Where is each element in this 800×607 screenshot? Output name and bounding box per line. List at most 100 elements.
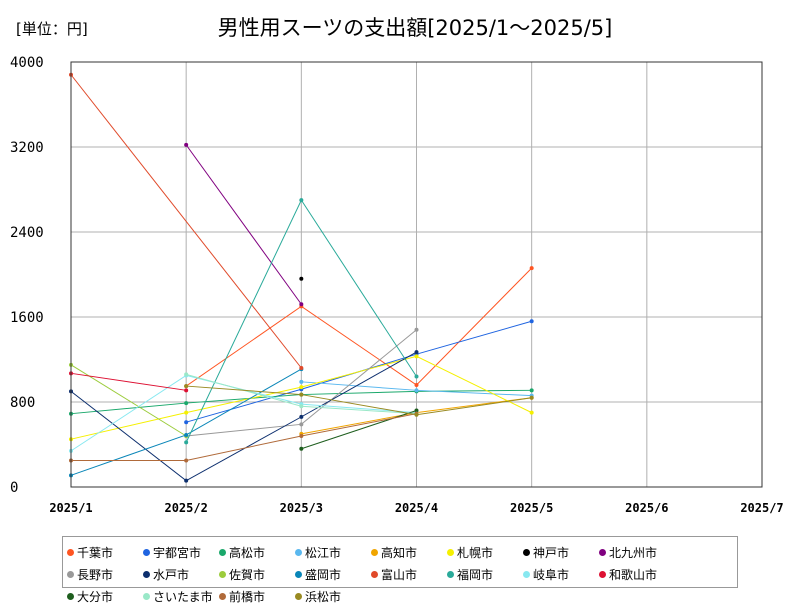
legend-item: 長野市 bbox=[67, 563, 143, 585]
legend-label: 札幌市 bbox=[457, 545, 494, 560]
legend-marker bbox=[599, 548, 606, 556]
series-layer bbox=[69, 72, 534, 483]
legend-marker bbox=[371, 570, 378, 578]
series-line bbox=[301, 410, 417, 450]
data-point bbox=[529, 266, 534, 271]
data-point bbox=[184, 401, 189, 406]
legend-label: 宇都宮市 bbox=[153, 545, 202, 560]
legend-label: 高松市 bbox=[229, 545, 266, 560]
data-point bbox=[299, 366, 304, 370]
legend-marker bbox=[447, 548, 454, 556]
legend-marker bbox=[371, 548, 378, 556]
series-line bbox=[186, 385, 532, 416]
legend-item: 神戸市 bbox=[523, 541, 599, 563]
legend-marker bbox=[219, 548, 226, 556]
y-tick-label: 0 bbox=[10, 480, 18, 496]
data-point bbox=[529, 410, 534, 415]
legend-label: 千葉市 bbox=[77, 545, 114, 560]
series-line bbox=[185, 267, 533, 387]
legend-marker bbox=[67, 548, 74, 556]
legend-label: 佐賀市 bbox=[229, 567, 266, 582]
data-point bbox=[184, 384, 189, 389]
legend-item: 富山市 bbox=[371, 563, 447, 585]
legend-marker bbox=[219, 570, 226, 578]
legend-marker bbox=[67, 592, 74, 600]
x-tick-label: 2025/4 bbox=[395, 501, 438, 515]
legend-item: 岐阜市 bbox=[523, 563, 599, 585]
y-tick-label: 3200 bbox=[10, 140, 44, 156]
data-point bbox=[529, 388, 534, 393]
data-point bbox=[184, 432, 189, 437]
legend-item: 千葉市 bbox=[67, 541, 143, 563]
legend-item: 浜松市 bbox=[295, 585, 371, 607]
x-tick-label: 2025/6 bbox=[625, 501, 668, 515]
legend-label: 北九州市 bbox=[609, 545, 658, 560]
legend-label: 福岡市 bbox=[457, 567, 494, 582]
data-point bbox=[299, 385, 304, 390]
legend-item: 札幌市 bbox=[447, 541, 523, 563]
legend-marker bbox=[67, 570, 74, 578]
legend-item: 宇都宮市 bbox=[143, 541, 219, 563]
line-chart: 0 800 1600 2400 3200 4000 2025/1 2025/2 2025/3 20… bbox=[10, 55, 784, 515]
data-point bbox=[414, 408, 419, 413]
legend-item: 佐賀市 bbox=[219, 563, 295, 585]
data-point bbox=[299, 379, 304, 384]
legend-item: 和歌山市 bbox=[599, 563, 675, 585]
legend-marker bbox=[523, 570, 530, 578]
legend-marker bbox=[523, 548, 530, 556]
y-tick-label: 2400 bbox=[10, 225, 44, 241]
legend-item: 前橋市 bbox=[219, 585, 295, 607]
legend-label: 和歌山市 bbox=[609, 567, 658, 582]
legend-label: さいたま市 bbox=[153, 589, 213, 604]
legend-item: 福岡市 bbox=[447, 563, 523, 585]
legend-label: 富山市 bbox=[381, 567, 418, 582]
y-tick-label: 800 bbox=[10, 395, 35, 411]
grid-layer bbox=[70, 61, 763, 488]
y-tick-label: 1600 bbox=[10, 310, 44, 326]
series-line bbox=[70, 364, 187, 437]
legend-item: 盛岡市 bbox=[295, 563, 371, 585]
data-point bbox=[414, 412, 419, 417]
axis-layer: 0 800 1600 2400 3200 4000 2025/1 2025/2 2025/3 20… bbox=[10, 55, 784, 515]
legend-item: 高松市 bbox=[219, 541, 295, 563]
legend-marker bbox=[219, 592, 226, 600]
data-point bbox=[414, 350, 419, 355]
x-tick-label: 2025/1 bbox=[49, 501, 92, 515]
series-line bbox=[70, 74, 302, 369]
series-line bbox=[185, 144, 302, 305]
legend-label: 高知市 bbox=[381, 545, 418, 560]
legend-label: 神戸市 bbox=[533, 545, 570, 560]
data-point bbox=[299, 302, 304, 307]
legend-marker bbox=[143, 548, 150, 556]
data-point bbox=[184, 372, 189, 377]
data-point bbox=[184, 420, 189, 425]
x-tick-label: 2025/2 bbox=[164, 501, 207, 515]
data-point bbox=[414, 374, 419, 379]
legend-label: 盛岡市 bbox=[305, 567, 342, 582]
legend-item: 水戸市 bbox=[143, 563, 219, 585]
legend-item: 松江市 bbox=[295, 541, 371, 563]
data-point bbox=[299, 414, 304, 419]
x-tick-label: 2025/7 bbox=[740, 501, 783, 515]
legend-label: 前橋市 bbox=[229, 589, 266, 604]
legend-item: さいたま市 bbox=[143, 585, 219, 607]
data-point bbox=[414, 388, 419, 393]
legend-item: 高知市 bbox=[371, 541, 447, 563]
legend-item: 北九州市 bbox=[599, 541, 675, 563]
data-point bbox=[184, 440, 189, 445]
series-line bbox=[70, 372, 187, 391]
data-point bbox=[184, 478, 189, 483]
legend-label: 水戸市 bbox=[153, 567, 190, 582]
data-point bbox=[299, 404, 304, 409]
data-point bbox=[414, 383, 419, 387]
legend-label: 大分市 bbox=[77, 589, 114, 604]
legend-marker bbox=[143, 592, 150, 600]
unit-label: [単位：円] bbox=[16, 20, 88, 38]
x-tick-label: 2025/3 bbox=[280, 501, 323, 515]
data-point bbox=[299, 392, 304, 397]
legend: 千葉市 宇都宮市 高松市 松江市 高知市 札幌市 神戸市 北九州市長野市 水戸市 佐賀市 盛岡市 富山… bbox=[62, 536, 738, 604]
plot-border bbox=[70, 61, 763, 488]
series-line bbox=[70, 351, 417, 482]
series-line bbox=[70, 374, 417, 452]
legend-marker bbox=[295, 548, 302, 556]
